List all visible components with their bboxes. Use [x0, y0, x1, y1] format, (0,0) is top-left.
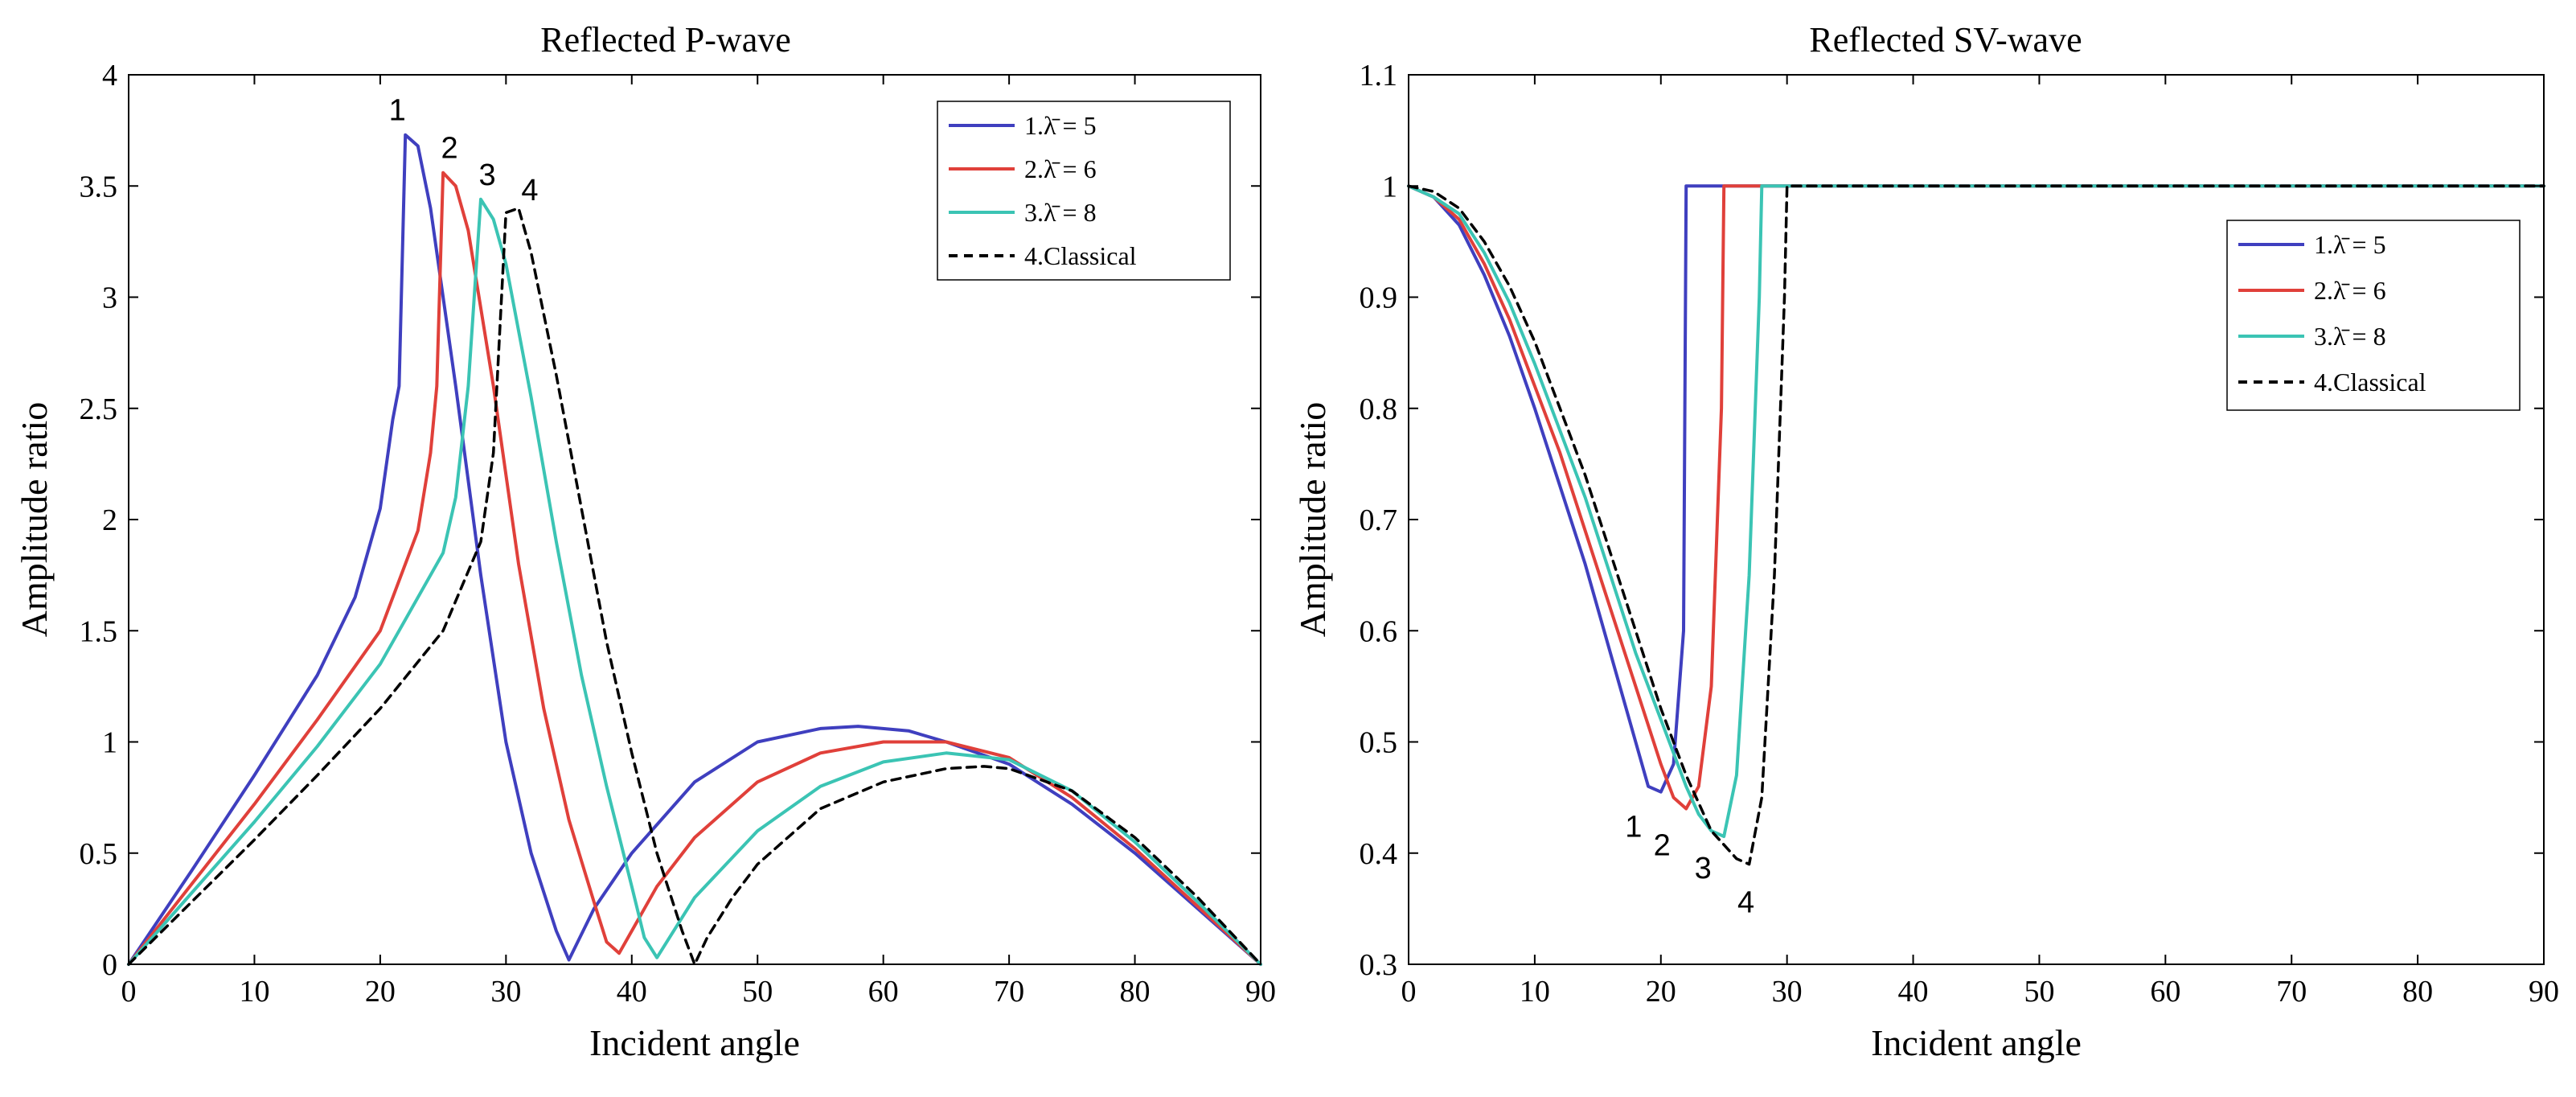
x-tick-label: 30 [490, 975, 521, 1009]
x-axis-label: Incident angle [1871, 1022, 2082, 1063]
y-tick-label: 0.5 [1360, 726, 1398, 760]
curve-number-label: 1 [1625, 811, 1642, 844]
x-tick-label: 90 [2529, 975, 2559, 1009]
legend-entry: 4.Classical [1024, 241, 1137, 270]
x-tick-label: 60 [868, 975, 899, 1009]
y-tick-label: 0.7 [1360, 503, 1398, 537]
series-line-4 [127, 207, 1262, 966]
legend-entry: 3.λ̄ = 8 [2314, 322, 2386, 351]
curve-number-label: 3 [1695, 852, 1712, 885]
curve-number-label: 4 [521, 174, 538, 207]
series-line-3 [127, 197, 1262, 966]
legend-entry: 3.λ̄ = 8 [1024, 198, 1097, 227]
y-tick-label: 1 [102, 726, 117, 760]
x-tick-label: 70 [994, 975, 1024, 1009]
p-wave-chart: Reflected P-wave 0 10 20 30 40 50 60 70 80 90 0 0.… [14, 20, 1276, 1063]
chart-title: Reflected SV-wave [1809, 20, 2082, 60]
legend-entry: 4.Classical [2314, 368, 2426, 396]
plot-area [1407, 184, 2545, 866]
x-tick-label: 10 [1520, 975, 1550, 1009]
plot-area [127, 133, 1262, 966]
x-tick-label: 90 [1245, 975, 1276, 1009]
x-tick-label: 80 [2402, 975, 2433, 1009]
y-tick-label: 4 [102, 59, 117, 92]
y-tick-label: 0.9 [1360, 281, 1398, 315]
curve-number-label: 2 [441, 132, 458, 166]
x-tick-label: 50 [2024, 975, 2054, 1009]
y-tick-label: 2.5 [80, 392, 118, 426]
curve-number-label: 2 [1654, 828, 1671, 862]
y-axis-ticks: 0 0.5 1 1.5 2 2.5 3 3.5 4 [80, 59, 1261, 982]
legend-entry: 2.λ̄ = 6 [2314, 276, 2386, 305]
y-tick-label: 0.3 [1360, 948, 1398, 982]
y-axis-ticks: 0.3 0.4 0.5 0.6 0.7 0.8 0.9 1 1.1 [1360, 59, 2544, 982]
y-tick-label: 1.1 [1360, 59, 1398, 92]
x-tick-label: 60 [2150, 975, 2180, 1009]
y-tick-label: 1.5 [80, 614, 118, 648]
curve-number-label: 4 [1737, 886, 1754, 920]
x-tick-label: 40 [617, 975, 647, 1009]
sv-wave-chart: Reflected SV-wave 0 10 20 30 40 50 60 70 80 90 0.… [1292, 20, 2559, 1063]
y-tick-label: 0.4 [1360, 837, 1398, 871]
y-tick-label: 3 [102, 281, 117, 315]
legend-box [2226, 220, 2521, 411]
series-line-4 [1407, 184, 2545, 866]
y-tick-label: 0.8 [1360, 392, 1398, 426]
legend-entry: 1.λ̄ = 5 [1024, 111, 1097, 140]
x-axis-ticks: 0 10 20 30 40 50 60 70 80 90 [121, 75, 1276, 1009]
curve-number-label: 3 [478, 158, 495, 192]
y-tick-label: 1 [1382, 170, 1397, 203]
y-tick-label: 0.6 [1360, 614, 1398, 648]
chart-title: Reflected P-wave [540, 20, 791, 60]
legend-entry: 1.λ̄ = 5 [2314, 230, 2386, 259]
x-tick-label: 20 [1646, 975, 1676, 1009]
x-tick-label: 20 [365, 975, 396, 1009]
y-tick-label: 0.5 [80, 837, 118, 871]
x-axis-ticks: 0 10 20 30 40 50 60 70 80 90 [1401, 75, 2559, 1009]
x-tick-label: 50 [742, 975, 773, 1009]
y-axis-label: Amplitude ratio [1292, 402, 1333, 638]
x-tick-label: 80 [1120, 975, 1151, 1009]
curve-number-label: 1 [389, 94, 406, 128]
y-tick-label: 3.5 [80, 170, 118, 203]
x-tick-label: 0 [121, 975, 137, 1009]
series-line-2 [127, 171, 1262, 966]
x-tick-label: 40 [1898, 975, 1929, 1009]
legend-box [937, 101, 1231, 281]
y-axis-label: Amplitude ratio [14, 402, 55, 638]
x-tick-label: 0 [1401, 975, 1417, 1009]
x-tick-label: 30 [1772, 975, 1803, 1009]
legend: 1.λ̄ = 5 2.λ̄ = 6 3.λ̄ = 8 4.Classical [2226, 220, 2521, 411]
y-tick-label: 0 [102, 948, 117, 982]
x-axis-label: Incident angle [589, 1022, 800, 1063]
legend: 1.λ̄ = 5 2.λ̄ = 6 3.λ̄ = 8 4.Classical [937, 101, 1231, 281]
series-line-3 [1407, 184, 2545, 838]
y-tick-label: 2 [102, 503, 117, 537]
x-tick-label: 70 [2276, 975, 2307, 1009]
x-tick-label: 10 [239, 975, 269, 1009]
legend-entry: 2.λ̄ = 6 [1024, 154, 1097, 183]
